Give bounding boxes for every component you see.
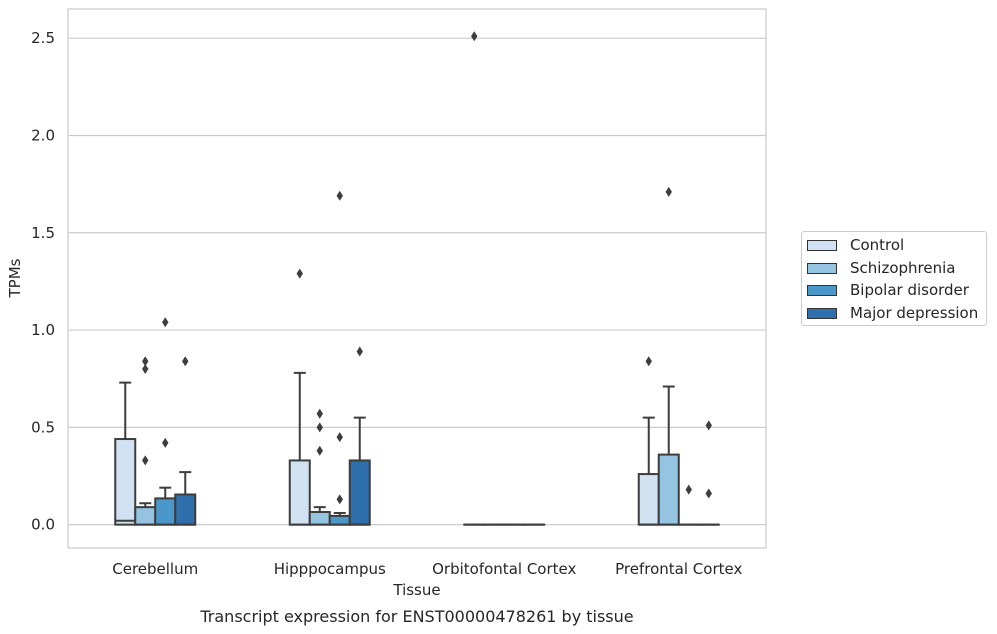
outlier-point <box>142 356 149 367</box>
box <box>308 511 331 526</box>
y-tick-label: 2.0 <box>31 126 55 144</box>
legend-swatch <box>807 262 837 274</box>
outlier-point <box>336 494 343 505</box>
box-schizophrenia <box>134 356 157 526</box>
box-control <box>114 381 137 526</box>
outlier-point <box>705 420 712 431</box>
legend-swatch <box>807 239 837 251</box>
legend: Control Schizophrenia Bipolar disorder M… <box>801 231 987 326</box>
outlier-point <box>356 346 363 357</box>
x-tick-label: Prefrontal Cortex <box>615 560 742 578</box>
box <box>174 493 197 526</box>
y-axis-label: TPMs <box>6 258 24 298</box>
box-schizophrenia <box>308 408 331 526</box>
x-axis-label: Tissue <box>392 581 440 599</box>
x-tick-labels: Cerebellum Hipppocampus Orbitofontal Corte… <box>112 560 742 578</box>
box-bipolar-disorder <box>677 484 700 526</box>
box <box>154 497 177 526</box>
legend-swatch <box>807 284 837 296</box>
box-groups <box>114 31 720 526</box>
legend-item-bipolar-disorder: Bipolar disorder <box>807 280 969 300</box>
outlier-point <box>162 317 169 328</box>
box-major-depression <box>348 346 371 526</box>
outlier-point <box>162 437 169 448</box>
legend-label: Schizophrenia <box>850 259 956 277</box>
legend-item-schizophrenia: Schizophrenia <box>807 258 955 278</box>
legend-item-major-depression: Major depression <box>807 303 978 323</box>
box <box>348 459 371 526</box>
legend-label: Major depression <box>850 304 979 322</box>
outlier-point <box>142 363 149 374</box>
outlier-point <box>142 455 149 466</box>
x-tick-label: Orbitofontal Cortex <box>432 560 576 578</box>
box <box>288 459 311 526</box>
outlier-point <box>471 31 478 42</box>
box-bipolar-disorder <box>328 190 351 526</box>
y-tick-label: 1.0 <box>31 321 55 339</box>
legend-item-control: Control <box>807 235 904 255</box>
outlier-point <box>182 356 189 367</box>
outlier-point <box>665 186 672 197</box>
outlier-point <box>336 432 343 443</box>
box-major-depression <box>174 356 197 526</box>
outlier-point <box>645 356 652 367</box>
y-tick-label: 2.5 <box>31 29 55 47</box>
y-tick-label: 0.5 <box>31 418 55 436</box>
y-tick-label: 0.0 <box>31 516 55 534</box>
legend-label: Bipolar disorder <box>850 281 969 299</box>
outlier-point <box>336 190 343 201</box>
box-control <box>288 268 311 526</box>
box <box>328 514 351 526</box>
chart-caption: Transcript expression for ENST0000047826… <box>199 607 633 626</box>
legend-label: Control <box>850 236 905 254</box>
y-tick-labels: 0.0 0.5 1.0 1.5 2.0 2.5 <box>31 29 55 533</box>
outlier-point <box>705 488 712 499</box>
x-tick-label: Cerebellum <box>112 560 198 578</box>
outlier-point <box>296 268 303 279</box>
outlier-point <box>685 484 692 495</box>
box-major-depression <box>697 420 720 526</box>
x-tick-label: Hipppocampus <box>274 560 386 578</box>
box <box>114 438 137 526</box>
box <box>637 473 660 526</box>
legend-swatch <box>807 307 837 319</box>
box-bipolar-disorder <box>154 317 177 526</box>
box-schizophrenia <box>657 186 680 526</box>
outlier-point <box>316 408 323 419</box>
outlier-point <box>316 445 323 456</box>
outlier-point <box>316 422 323 433</box>
box <box>657 453 680 526</box>
box <box>134 506 157 526</box>
y-tick-label: 1.5 <box>31 224 55 242</box>
